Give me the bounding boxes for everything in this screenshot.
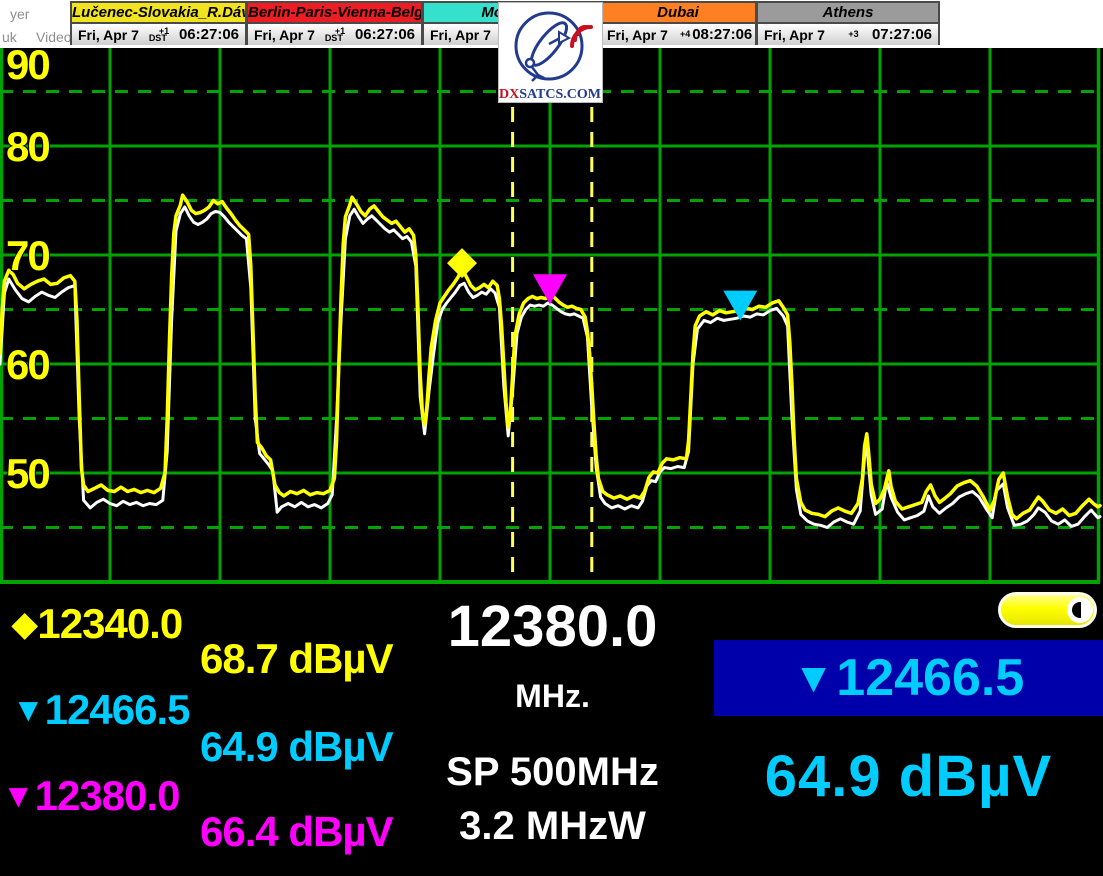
y-axis-label-60: 60 [6, 341, 49, 388]
clock-time-row: Fri, Apr 7 +1 DST 06:27:06 [248, 24, 421, 45]
clock-panel-lucenec: Lučenec-Slovakia_R.Dávid Fri, Apr 7 +1 DS… [70, 1, 247, 45]
spectrum-plot: 90 80 70 60 50 [0, 35, 1102, 584]
center-frequency-unit: MHz. [515, 678, 590, 714]
dst-indicator: +1 DST [324, 25, 346, 43]
clock-time-row: Fri, Apr 7 +3 07:27:06 [758, 24, 938, 45]
readout-panel: ◆12340.0 68.7 dBµV ▼12466.5 64.9 dBµV ▼1… [0, 585, 1103, 876]
clock-date: Fri, Apr 7 [78, 26, 139, 43]
clock-time: 08:27:06 [692, 26, 753, 43]
marker2-frequency: ▼12466.5 [12, 686, 190, 733]
utc-offset: +4 [679, 29, 691, 39]
plot-marker-diamond [447, 248, 477, 279]
marker3-level: 66.4 dBµV [200, 808, 394, 855]
clock-city-label: Berlin-Paris-Vienna-Belgrade [248, 3, 421, 24]
battery-knob-icon [1067, 597, 1093, 623]
logo-text-red: DX [499, 87, 519, 102]
clock-panel-dubai: Dubai Fri, Apr 7 +4 08:27:06 [600, 1, 757, 45]
clock-time: 06:27:06 [178, 26, 239, 43]
peak-hold-trace [0, 193, 1102, 521]
clock-date: Fri, Apr 7 [254, 26, 315, 43]
active-marker-frequency: 12466.5 [836, 649, 1025, 707]
active-marker-level: 64.9 dBµV [764, 744, 1053, 809]
span-readout: SP 500MHz [446, 750, 659, 794]
plot-marker-center [533, 274, 567, 305]
satellite-dish-icon: DXSATCS.COM [499, 11, 601, 102]
clock-city-label: Lučenec-Slovakia_R.Dávid [72, 3, 245, 24]
logo-text-blue: SATCS.COM [519, 87, 601, 102]
clock-date: Fri, Apr 7 [607, 26, 668, 43]
clock-panel-athens: Athens Fri, Apr 7 +3 07:27:06 [757, 1, 940, 45]
y-axis-label-70: 70 [6, 232, 49, 279]
y-axis-label-80: 80 [6, 123, 49, 170]
menu-text-partial: yer [10, 6, 30, 22]
clock-city-label: Dubai [601, 3, 755, 24]
clock-time: 06:27:06 [354, 26, 415, 43]
triangle-marker-icon: ▼ [12, 691, 45, 728]
utc-offset: +3 [848, 29, 859, 39]
marker1-level: 68.7 dBµV [200, 635, 394, 682]
diamond-marker-icon: ◆ [12, 605, 37, 642]
menu-text-partial-2: uk [2, 29, 17, 45]
live-trace [0, 205, 1102, 529]
y-axis-label-50: 50 [6, 450, 49, 497]
battery-toggle[interactable] [998, 592, 1097, 628]
y-axis-label-90: 90 [6, 41, 49, 88]
clock-panel-berlin: Berlin-Paris-Vienna-Belgrade Fri, Apr 7 … [247, 1, 423, 45]
marker2-level: 64.9 dBµV [200, 723, 394, 770]
clock-date: Fri, Apr 7 [764, 26, 825, 43]
dst-indicator: +1 DST [148, 25, 170, 43]
menu-item-video[interactable]: Video [36, 29, 72, 45]
center-frequency-readout: 12380.0 [447, 594, 658, 659]
triangle-marker-icon: ▼ [792, 654, 835, 701]
bandwidth-readout: 3.2 MHzW [459, 804, 646, 848]
clock-time-row: Fri, Apr 7 +4 08:27:06 [601, 24, 755, 45]
dxsatcs-logo: DXSATCS.COM [498, 2, 603, 103]
active-marker-box: ▼ 12466.5 [714, 640, 1103, 716]
clock-time: 07:27:06 [871, 26, 932, 43]
plot-marker-active [723, 290, 758, 321]
marker3-frequency: ▼12380.0 [2, 772, 180, 819]
clock-time-row: Fri, Apr 7 +1 DST 06:27:06 [72, 24, 245, 45]
clock-city-label: Athens [758, 3, 938, 24]
clock-date: Fri, Apr 7 [430, 26, 491, 43]
marker1-frequency: ◆12340.0 [12, 600, 183, 647]
triangle-marker-icon: ▼ [2, 777, 35, 814]
svg-text:DXSATCS.COM: DXSATCS.COM [499, 87, 601, 102]
